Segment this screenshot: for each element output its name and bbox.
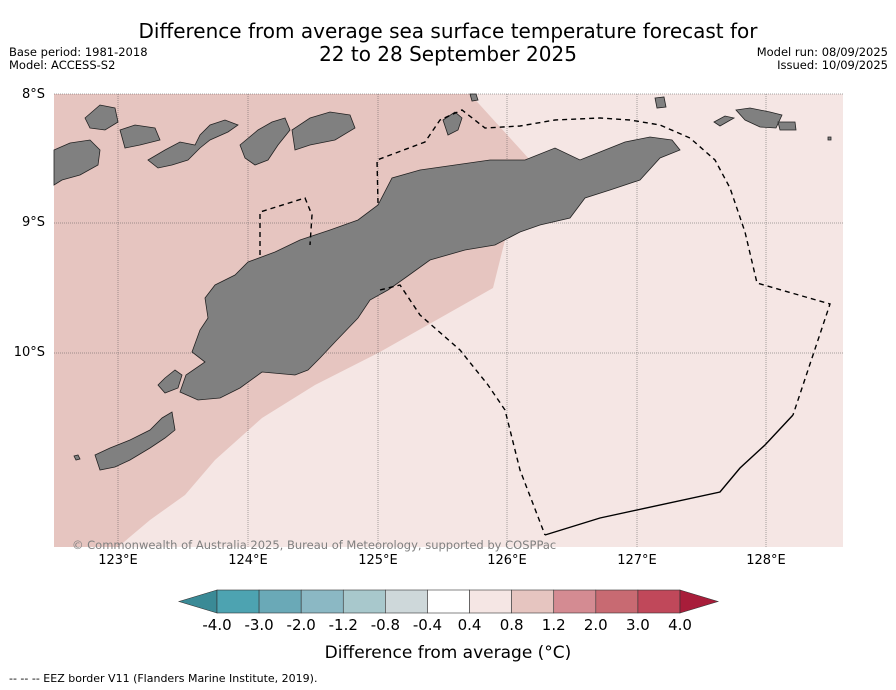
model-run: Model run: 08/09/2025 xyxy=(756,45,888,59)
landmasses xyxy=(53,93,832,471)
rote-island xyxy=(157,369,183,394)
colorbar-tick-label: 4.0 xyxy=(668,616,692,634)
map-title: Difference from average sea surface temp… xyxy=(0,20,896,66)
meta-left: Base period: 1981-2018 Model: ACCESS-S2 xyxy=(9,46,148,72)
lon-label-123e: 123°E xyxy=(98,553,138,568)
colorbar-tick-label: 3.0 xyxy=(625,616,650,634)
issued-date: Issued: 10/09/2025 xyxy=(777,58,888,72)
colorbar-segment xyxy=(637,589,681,614)
base-period: Base period: 1981-2018 xyxy=(9,45,148,59)
eez-border-solid xyxy=(544,414,794,536)
alor-island xyxy=(239,117,291,166)
colorbar-tick-label: 1.2 xyxy=(541,616,566,634)
colorbar-tick-label: 0.4 xyxy=(457,616,482,634)
colorbar xyxy=(177,589,720,614)
colorbar-under-arrow xyxy=(177,589,218,614)
colorbar-tick-label: -4.0 xyxy=(202,616,232,634)
colorbar-segment xyxy=(300,589,344,614)
colorbar-segment xyxy=(385,589,428,614)
colorbar-tick-label: -1.2 xyxy=(328,616,358,634)
colorbar-segment xyxy=(595,589,639,614)
lat-label-8s: 8°S xyxy=(21,87,45,102)
kisar-island xyxy=(713,115,736,127)
colorbar-segment xyxy=(553,589,597,614)
lon-label-127e: 127°E xyxy=(617,553,657,568)
lat-label-9s: 9°S xyxy=(21,215,45,230)
lon-label-125e: 125°E xyxy=(358,553,398,568)
colorbar-tick-label: 0.8 xyxy=(499,616,524,634)
leti-island xyxy=(735,107,783,129)
model-name: Model: ACCESS-S2 xyxy=(9,58,116,72)
colorbar-over-arrow xyxy=(679,589,720,614)
eez-borders xyxy=(259,109,831,536)
colorbar-tick-label: -2.0 xyxy=(286,616,316,634)
colorbar-segment xyxy=(216,589,260,614)
timor-island xyxy=(179,136,681,401)
title-line-2: 22 to 28 September 2025 xyxy=(319,42,577,66)
colorbar-segment xyxy=(469,589,512,614)
colorbar-tick-label: 2.0 xyxy=(583,616,608,634)
lembata-island xyxy=(119,124,161,149)
meta-right: Model run: 08/09/2025 Issued: 10/09/2025 xyxy=(757,46,888,72)
colorbar-segment xyxy=(511,589,555,614)
adonara-island xyxy=(84,104,119,131)
lon-label-126e: 126°E xyxy=(487,553,527,568)
colorbar-segment xyxy=(258,589,302,614)
copyright-notice: © Commonwealth of Australia 2025, Bureau… xyxy=(72,538,557,552)
north-island-2 xyxy=(654,96,667,109)
north-island-1 xyxy=(469,93,479,102)
title-line-1: Difference from average sea surface temp… xyxy=(138,19,758,43)
colorbar-segment xyxy=(427,589,470,614)
wetar-island xyxy=(291,111,356,151)
colorbar-segment xyxy=(342,589,386,614)
eez-legend: -- -- -- EEZ border V11 (Flanders Marine… xyxy=(9,672,318,685)
flores-island xyxy=(53,139,101,186)
lon-label-128e: 128°E xyxy=(746,553,786,568)
savu-island xyxy=(94,411,176,471)
small-island-sw xyxy=(73,454,81,461)
moa-island xyxy=(777,121,797,131)
colorbar-tick-label: -0.8 xyxy=(370,616,400,634)
colorbar-tick-label: -3.0 xyxy=(244,616,274,634)
colorbar-tick-label: -0.4 xyxy=(412,616,443,634)
tiny-island-e xyxy=(827,136,832,141)
pantar-island xyxy=(147,119,239,169)
lat-label-10s: 10°S xyxy=(13,345,45,360)
colorbar-title: Difference from average (°C) xyxy=(324,643,572,663)
lon-label-124e: 124°E xyxy=(228,553,268,568)
